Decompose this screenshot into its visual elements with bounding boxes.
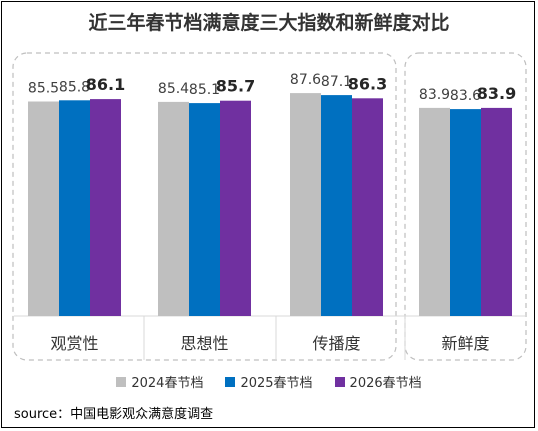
chart-legend: 2024春节档 2025春节档 2026春节档 [0,372,538,391]
x-tick-label-新鲜度: 新鲜度 [441,334,489,353]
bar-传播度-2024春节档 [290,93,321,316]
bar-思想性-2024春节档 [158,101,189,317]
bar-观赏性-2024春节档 [28,101,59,316]
legend-label-2026: 2026春节档 [349,376,422,391]
bar-新鲜度-2026春节档 [481,107,512,317]
bar-观赏性-2026春节档 [90,99,121,316]
legend-item-2025: 2025春节档 [225,372,313,391]
source-note: source：中国电影观众满意度调查 [14,407,214,422]
bar-新鲜度-2024春节档 [419,107,450,317]
legend-swatch-2025 [225,376,236,387]
group-box-indices [12,52,397,361]
bar-思想性-2026春节档 [220,100,251,316]
value-label-思想性-2025春节档: 85.1 [189,82,220,98]
value-label-传播度-2024春节档: 87.6 [290,72,321,88]
bar-思想性-2025春节档 [189,103,220,316]
legend-swatch-2026 [334,376,345,387]
legend-label-2025: 2025春节档 [240,376,313,391]
legend-swatch-2024 [116,376,127,387]
legend-label-2024: 2024春节档 [131,376,204,391]
legend-item-2026: 2026春节档 [334,372,422,391]
bar-新鲜度-2025春节档 [450,109,481,316]
value-label-新鲜度-2024春节档: 83.9 [419,87,450,103]
legend-item-2024: 2024春节档 [116,372,203,391]
value-label-新鲜度-2026春节档: 83.9 [477,84,516,103]
chart-title: 近三年春节档满意度三大指数和新鲜度对比 [88,12,450,34]
bar-观赏性-2025春节档 [59,100,90,316]
value-label-新鲜度-2025春节档: 83.6 [450,88,481,104]
value-label-传播度-2025春节档: 87.1 [321,74,352,90]
x-tick-label-传播度: 传播度 [312,334,360,353]
value-label-思想性-2024春节档: 85.4 [158,81,189,97]
value-label-观赏性-2024春节档: 85.5 [28,81,59,97]
x-tick-label-观赏性: 观赏性 [50,334,98,353]
value-label-传播度-2026春节档: 86.3 [348,74,387,93]
x-tick-label-思想性: 思想性 [180,334,228,353]
bar-传播度-2025春节档 [321,95,352,316]
value-label-观赏性-2025春节档: 85.8 [59,79,90,95]
value-label-思想性-2026春节档: 85.7 [216,77,255,96]
bar-传播度-2026春节档 [352,98,383,316]
group-box-freshness [404,52,527,361]
value-label-观赏性-2026春节档: 86.1 [86,75,125,94]
